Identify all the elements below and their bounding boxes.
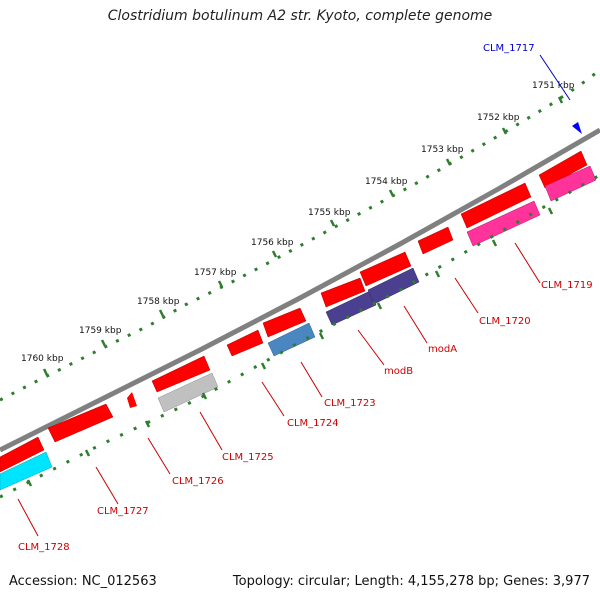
gene-label-clm-1724: CLM_1724 xyxy=(287,418,339,429)
genome-summary-text: Topology: circular; Length: 4,155,278 bp… xyxy=(232,574,590,589)
kbp-label-1751: 1751 kbp xyxy=(532,81,575,91)
gene-block xyxy=(460,182,532,229)
gene-block xyxy=(417,226,454,255)
gene-label-clm-1728: CLM_1728 xyxy=(18,542,70,553)
gene-block-navy xyxy=(325,290,377,326)
kbp-label-1753: 1753 kbp xyxy=(421,145,464,155)
kbp-label-1760: 1760 kbp xyxy=(21,354,64,364)
map-title: Clostridium botulinum A2 str. Kyoto, com… xyxy=(107,8,493,24)
gene-label-clm-1726: CLM_1726 xyxy=(172,476,224,487)
gene-block xyxy=(359,251,412,287)
gene-label-clm-1717: CLM_1717 xyxy=(483,43,535,54)
kbp-label-1754: 1754 kbp xyxy=(365,177,408,187)
gene-block-gray xyxy=(157,372,219,413)
gene-label-moda: modA xyxy=(428,344,457,355)
kbp-labels: 1751 kbp 1752 kbp 1753 kbp 1754 kbp 1755… xyxy=(21,81,575,364)
inner-major-ticks xyxy=(26,207,554,487)
gene-block xyxy=(538,150,588,189)
gene-block-navy xyxy=(367,267,420,305)
kbp-label-1758: 1758 kbp xyxy=(137,297,180,307)
gene-block xyxy=(47,403,114,443)
reverse-strand-genes xyxy=(0,165,597,491)
gene-block xyxy=(262,307,307,338)
gene-label-clm-1723: CLM_1723 xyxy=(324,398,376,409)
gene-block-pink xyxy=(466,200,541,247)
gene-label-clm-1719: CLM_1719 xyxy=(541,280,593,291)
kbp-label-1752: 1752 kbp xyxy=(477,113,520,123)
gene-block-cyan xyxy=(0,451,53,491)
kbp-label-1757: 1757 kbp xyxy=(194,268,237,278)
gene-leader-lines xyxy=(17,54,571,537)
gene-block xyxy=(151,355,211,393)
gene-block xyxy=(226,329,264,357)
kbp-label-1759: 1759 kbp xyxy=(79,326,122,336)
kbp-ruler-track xyxy=(0,68,600,402)
genome-backbone xyxy=(0,127,600,453)
gene-label-clm-1725: CLM_1725 xyxy=(222,452,274,463)
accession-text: Accession: NC_012563 xyxy=(9,574,157,589)
gene-block-pink xyxy=(544,165,597,202)
blue-feature-marker xyxy=(572,122,582,134)
gene-label-modb: modB xyxy=(384,366,413,377)
forward-strand-genes xyxy=(0,150,588,473)
gene-block-steel xyxy=(267,322,316,357)
kbp-label-1755: 1755 kbp xyxy=(308,208,351,218)
gene-block xyxy=(0,436,45,473)
gene-label-clm-1727: CLM_1727 xyxy=(97,506,149,517)
gene-labels: CLM_1717 CLM_1719 CLM_1720 modA modB CLM… xyxy=(18,43,593,553)
gene-block xyxy=(320,277,366,308)
gene-block xyxy=(127,392,137,408)
kbp-major-ticks xyxy=(42,96,564,376)
gene-label-clm-1720: CLM_1720 xyxy=(479,316,531,327)
kbp-label-1756: 1756 kbp xyxy=(251,238,294,248)
